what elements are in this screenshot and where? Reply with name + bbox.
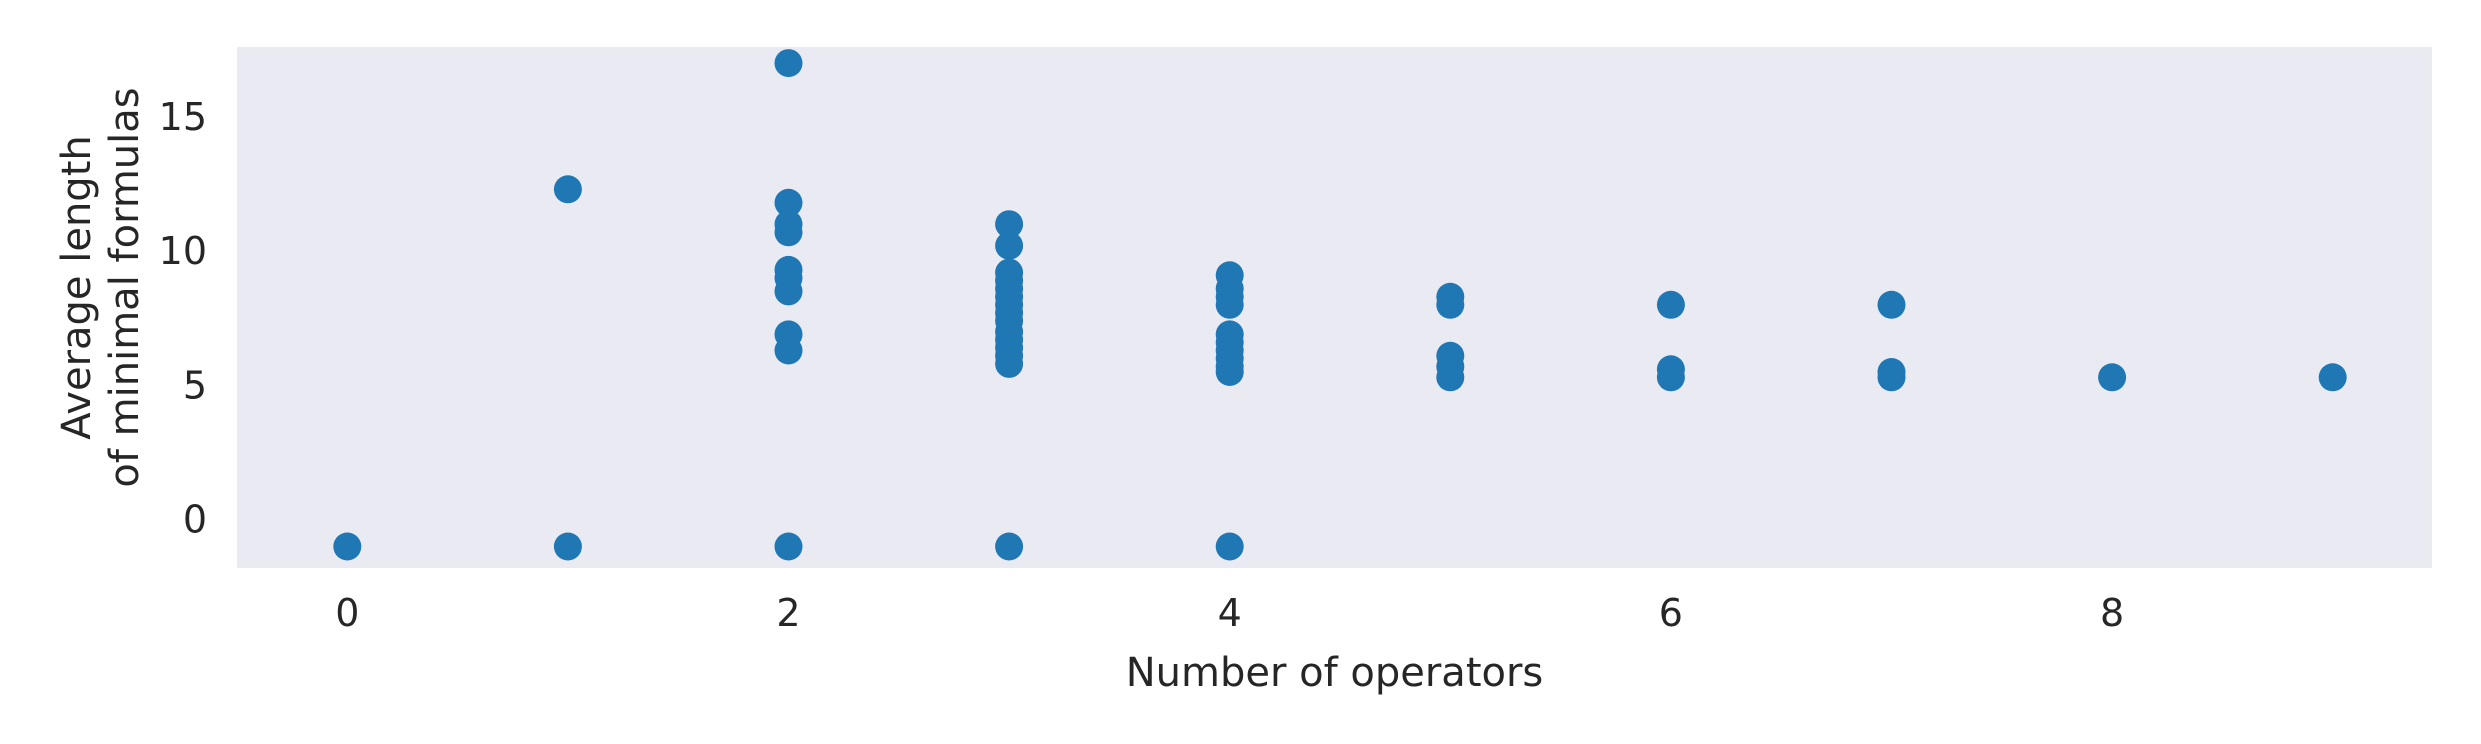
scatter-point [1215, 358, 1244, 386]
scatter-point [1656, 290, 1685, 319]
scatter-point [774, 532, 803, 561]
scatter-point [553, 175, 582, 204]
y-axis-label-line: Average length [54, 135, 100, 439]
x-axis-label: Number of operators [1126, 650, 1544, 696]
scatter-point [333, 532, 362, 561]
y-tick-labels: 0 5 10 15 [159, 95, 207, 542]
x-tick-labels: 0 2 4 6 8 [335, 591, 2124, 635]
scatter-point [553, 532, 582, 561]
x-tick-label: 6 [1659, 591, 1683, 635]
x-tick-label: 4 [1218, 591, 1242, 635]
y-tick-label: 0 [183, 498, 207, 542]
scatter-point [995, 231, 1024, 260]
x-tick-label: 2 [776, 591, 800, 635]
scatter-point [1215, 532, 1244, 561]
y-axis-label: Average lengthof minimal formulas [54, 87, 148, 487]
scatter-point [2318, 363, 2347, 392]
scatter-point [1877, 363, 1906, 392]
scatter-point [1656, 363, 1685, 392]
x-tick-label: 8 [2100, 591, 2124, 635]
scatter-point [995, 532, 1024, 561]
scatter-point [1436, 363, 1465, 392]
y-axis-label-line: of minimal formulas [102, 87, 148, 487]
scatter-point [774, 218, 803, 247]
scatter-point [995, 210, 1024, 239]
y-tick-label: 15 [159, 95, 207, 139]
scatter-point [1436, 290, 1465, 319]
scatter-point [2098, 363, 2127, 392]
scatter-point [774, 336, 803, 365]
scatter-point [774, 188, 803, 217]
scatter-point [995, 349, 1024, 378]
y-tick-label: 5 [183, 363, 207, 407]
scatter-point [1877, 290, 1906, 319]
x-tick-label: 0 [335, 591, 359, 635]
y-tick-label: 10 [159, 229, 207, 273]
scatter-point [1215, 290, 1244, 319]
scatter-point [774, 49, 803, 78]
plot-area [237, 47, 2432, 568]
scatter-point [774, 277, 803, 306]
data-points [333, 49, 2347, 561]
